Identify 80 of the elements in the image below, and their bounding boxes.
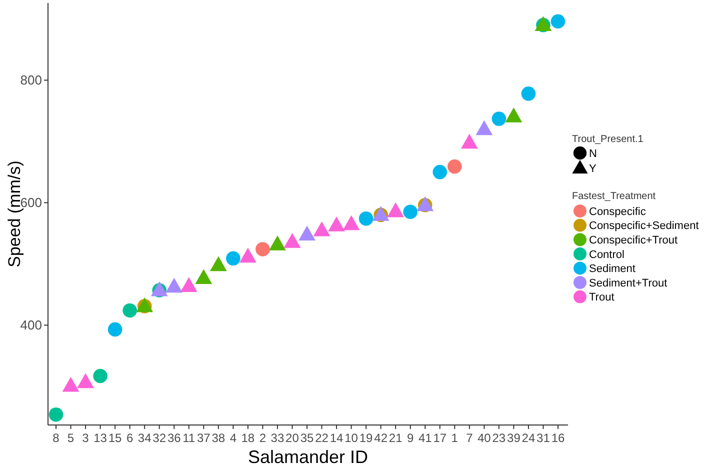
point [62,376,80,392]
x-tick-label: 18 [241,431,255,445]
point [313,221,330,236]
x-tick-label: 19 [359,431,374,445]
x-tick-label: 38 [212,431,226,445]
point [550,14,566,29]
point [166,278,183,293]
point [432,164,448,180]
legend-label: Conspecific+Sediment [589,220,699,232]
point [122,303,137,318]
x-tick-label: 23 [492,431,506,445]
text: Trout_Present.1 [572,134,644,145]
point [256,242,270,256]
point [505,107,522,122]
point [521,86,536,101]
point [108,322,122,337]
legend-label: Trout [589,292,614,304]
x-tick-label: 31 [536,431,550,445]
point [180,277,198,292]
x-axis-title: Salamander ID [248,447,368,467]
point [48,407,64,422]
point [460,134,478,149]
x-tick-label: 39 [507,431,521,445]
x-tick-label: 40 [477,431,492,445]
x-tick-label: 9 [407,431,414,445]
point [358,211,374,226]
point [403,204,418,220]
x-tick-label: 4 [230,431,237,445]
x-tick-label: 21 [388,431,403,445]
point [226,251,240,266]
x-tick-label: 17 [433,431,447,445]
legend-label: Conspecific [589,206,646,218]
point [342,215,360,230]
x-tick-label: 6 [126,431,134,445]
y-axis-title: Speed (mm/s) [4,160,24,268]
point [447,159,462,174]
legend-label: Conspecific+Trout [589,234,678,246]
x-tick-label: 32 [152,431,166,445]
x-tick-label: 22 [315,431,329,445]
point [210,256,227,272]
x-tick-label: 16 [551,431,565,445]
x-tick-label: 35 [300,431,314,445]
x-tick-label: 14 [330,431,344,445]
x-tick-label: 15 [108,431,122,445]
x-tick-label: 37 [196,431,211,445]
point [476,120,493,136]
x-tick-label: 34 [138,431,152,445]
x-tick-label: 7 [466,431,474,445]
point [328,216,345,232]
text: Y [589,162,597,175]
y-tick-label: 400 [20,318,42,333]
point [492,112,506,126]
x-tick-label: 36 [167,431,182,445]
point [298,226,316,241]
x-tick-label: 10 [344,431,358,445]
y-tick-label: 800 [20,72,42,88]
x-tick-label: 33 [270,431,284,445]
x-tick-label: 11 [182,431,196,445]
legend-label: Sediment [589,263,636,276]
x-tick-label: 13 [94,431,108,445]
x-tick-label: 1 [451,431,458,445]
point [387,202,404,218]
x-tick-label: 2 [259,431,266,445]
point [77,373,94,388]
point [93,368,108,384]
legend-title: Fastest_Treatment [572,191,656,202]
x-tick-label: 20 [286,431,300,445]
text: N [589,148,597,160]
x-tick-label: 8 [52,431,60,445]
point [195,269,212,284]
x-tick-label: 41 [418,431,432,445]
x-tick-label: 5 [67,431,74,445]
legend-label: Control [589,248,624,261]
legend-label: Sediment+Trout [589,277,668,290]
x-tick-label: 3 [82,431,90,445]
point [284,233,301,248]
x-tick-label: 24 [522,431,536,445]
x-tick-label: 42 [374,431,388,445]
point [269,235,286,250]
point [239,248,256,263]
